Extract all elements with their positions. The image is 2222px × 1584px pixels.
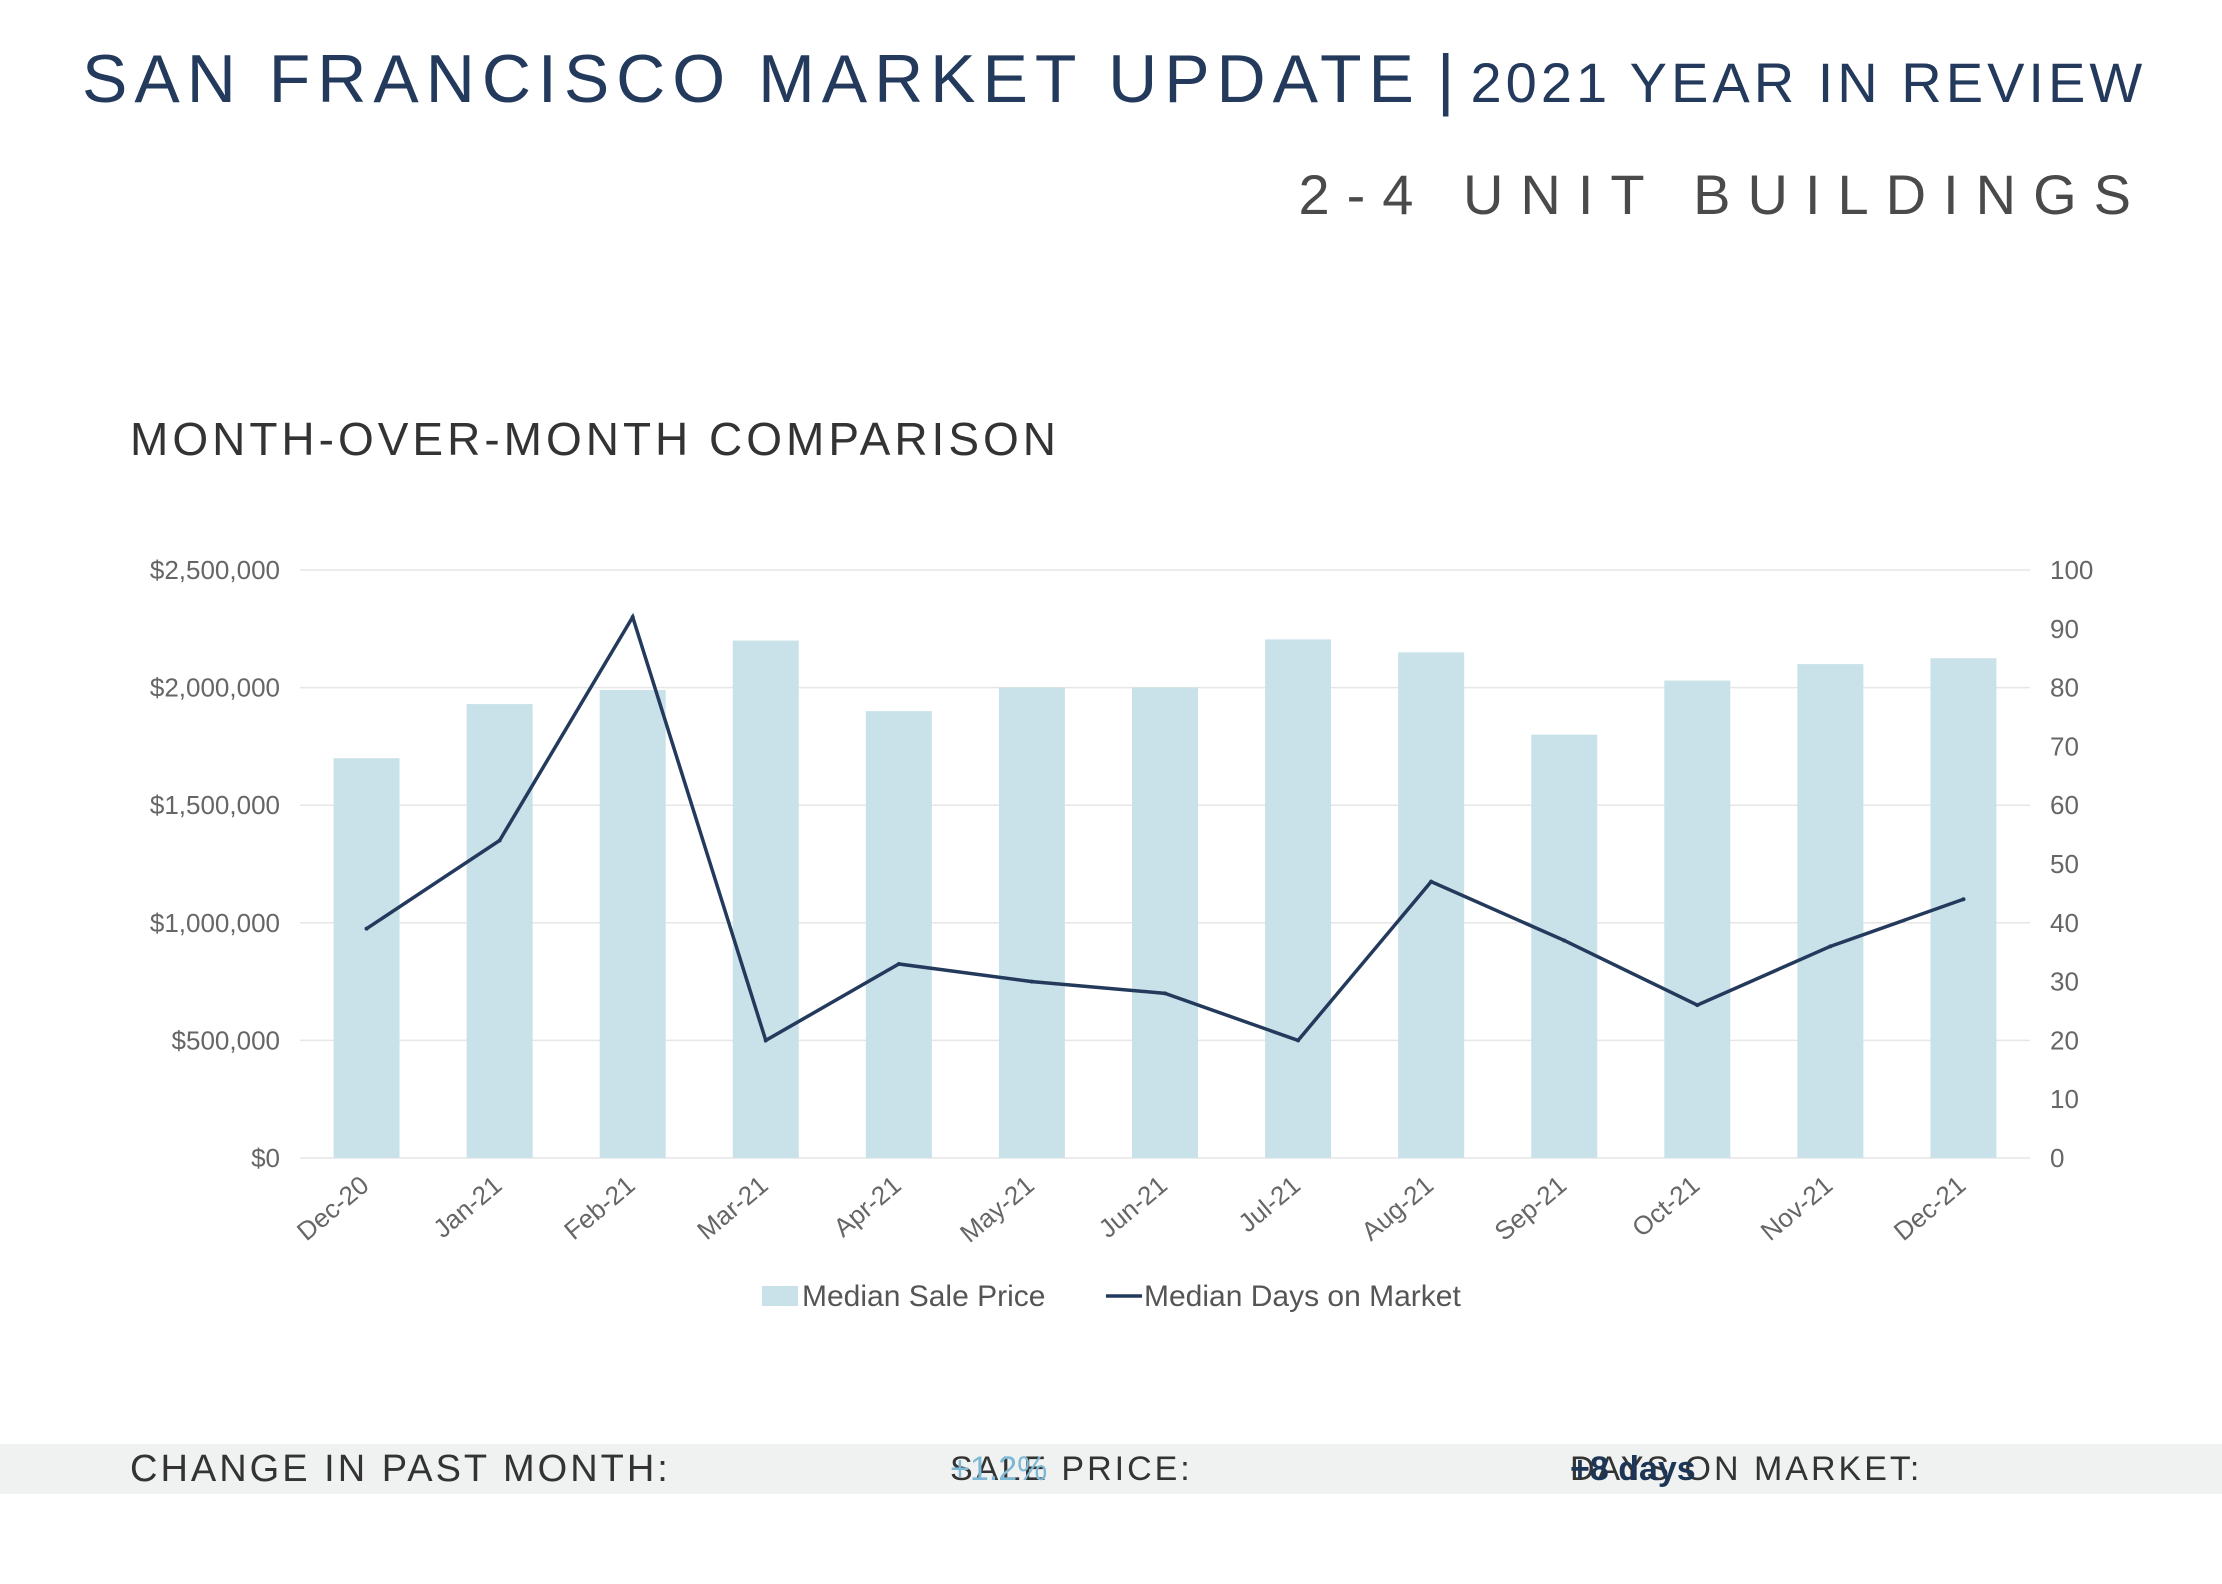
footer-label: CHANGE IN PAST MONTH: — [130, 1448, 671, 1490]
line-point-median-days-on-market — [1961, 897, 1966, 902]
y-right-tick-label: 20 — [2050, 1025, 2079, 1055]
combo-chart: $0 $500,000 $1,000,000 $1,500,000 $2,000,000… — [150, 555, 2094, 1313]
bar-median-sale-price — [333, 758, 400, 1158]
line-point-median-days-on-market — [1429, 879, 1434, 884]
y-right-tick-label: 60 — [2050, 790, 2079, 820]
sale-price-label: SALE PRICE: — [950, 1450, 1193, 1488]
footer-band: CHANGE IN PAST MONTH: SALE PRICE: +1.2% … — [0, 1444, 2222, 1494]
sale-price-value: +1.2% — [950, 1450, 1048, 1488]
y-right-tick-label: 100 — [2050, 555, 2093, 585]
x-tick-label: Feb-21 — [558, 1170, 640, 1246]
bar-median-sale-price — [599, 689, 666, 1158]
x-tick-label: Jul-21 — [1232, 1170, 1306, 1239]
x-tick-label: Mar-21 — [691, 1170, 773, 1246]
page-subtitle: 2-4 UNIT BUILDINGS — [1298, 163, 2148, 226]
x-tick-label: May-21 — [954, 1170, 1040, 1249]
y-right-tick-label: 40 — [2050, 908, 2079, 938]
line-point-median-days-on-market — [763, 1038, 768, 1043]
y-left-tick-label: $500,000 — [172, 1025, 280, 1055]
x-tick-label: Jun-21 — [1093, 1170, 1173, 1244]
x-tick-label: Nov-21 — [1755, 1170, 1838, 1247]
bar-median-sale-price — [732, 640, 799, 1158]
x-tick-label: Jan-21 — [427, 1170, 507, 1244]
legend-swatch-bar — [762, 1286, 798, 1306]
x-tick-label: Dec-20 — [291, 1170, 374, 1247]
y-right-tick-label: 70 — [2050, 731, 2079, 761]
y-right-tick-label: 30 — [2050, 967, 2079, 997]
bar-median-sale-price — [1797, 664, 1864, 1158]
y-right-tick-label: 90 — [2050, 614, 2079, 644]
x-tick-label: Aug-21 — [1355, 1170, 1439, 1247]
line-point-median-days-on-market — [1562, 938, 1567, 943]
y-left-tick-label: $0 — [251, 1143, 280, 1173]
days-on-market-value: +8 days — [1570, 1450, 1696, 1488]
line-point-median-days-on-market — [497, 838, 502, 843]
y-left-tick-label: $1,000,000 — [150, 908, 280, 938]
y-left-tick-label: $2,000,000 — [150, 673, 280, 703]
bar-median-sale-price — [466, 704, 533, 1158]
y-right-tick-label: 50 — [2050, 849, 2079, 879]
bar-median-sale-price — [998, 687, 1065, 1158]
y-right-tick-label: 10 — [2050, 1084, 2079, 1114]
legend-label: Median Sale Price — [802, 1280, 1045, 1313]
bar-median-sale-price — [1265, 639, 1332, 1158]
bar-median-sale-price — [1664, 680, 1731, 1158]
y-left-tick-label: $1,500,000 — [150, 790, 280, 820]
title-main: SAN FRANCISCO MARKET UPDATE — [82, 41, 1421, 117]
line-point-median-days-on-market — [896, 961, 901, 966]
line-point-median-days-on-market — [1695, 1003, 1700, 1008]
y-right-tick-label: 0 — [2050, 1143, 2064, 1173]
line-point-median-days-on-market — [364, 926, 369, 931]
section-title: MONTH-OVER-MONTH COMPARISON — [130, 413, 1061, 465]
page-title: SAN FRANCISCO MARKET UPDATE | 2021 YEAR IN… — [82, 40, 2152, 118]
y-right-tick-label: 80 — [2050, 673, 2079, 703]
bar-median-sale-price — [1531, 734, 1598, 1158]
bar-median-sale-price — [865, 711, 932, 1158]
line-point-median-days-on-market — [1296, 1038, 1301, 1043]
bar-median-sale-price — [1398, 652, 1465, 1158]
line-point-median-days-on-market — [630, 615, 635, 620]
line-point-median-days-on-market — [1163, 991, 1167, 996]
x-tick-label: Sep-21 — [1489, 1170, 1573, 1247]
line-point-median-days-on-market — [1828, 944, 1833, 949]
x-tick-label: Oct-21 — [1626, 1170, 1705, 1243]
y-left-tick-label: $2,500,000 — [150, 555, 280, 585]
days-on-market-label: DAYS ON MARKET: — [1570, 1450, 1923, 1488]
x-tick-label: Dec-21 — [1888, 1170, 1971, 1247]
x-tick-label: Apr-21 — [828, 1170, 907, 1243]
title-year: 2021 YEAR IN REVIEW — [1470, 51, 2147, 114]
title-separator: | — [1436, 41, 1455, 117]
legend-label: Median Days on Market — [1144, 1280, 1461, 1313]
line-point-median-days-on-market — [1029, 979, 1034, 984]
bar-median-sale-price — [1132, 687, 1198, 1158]
